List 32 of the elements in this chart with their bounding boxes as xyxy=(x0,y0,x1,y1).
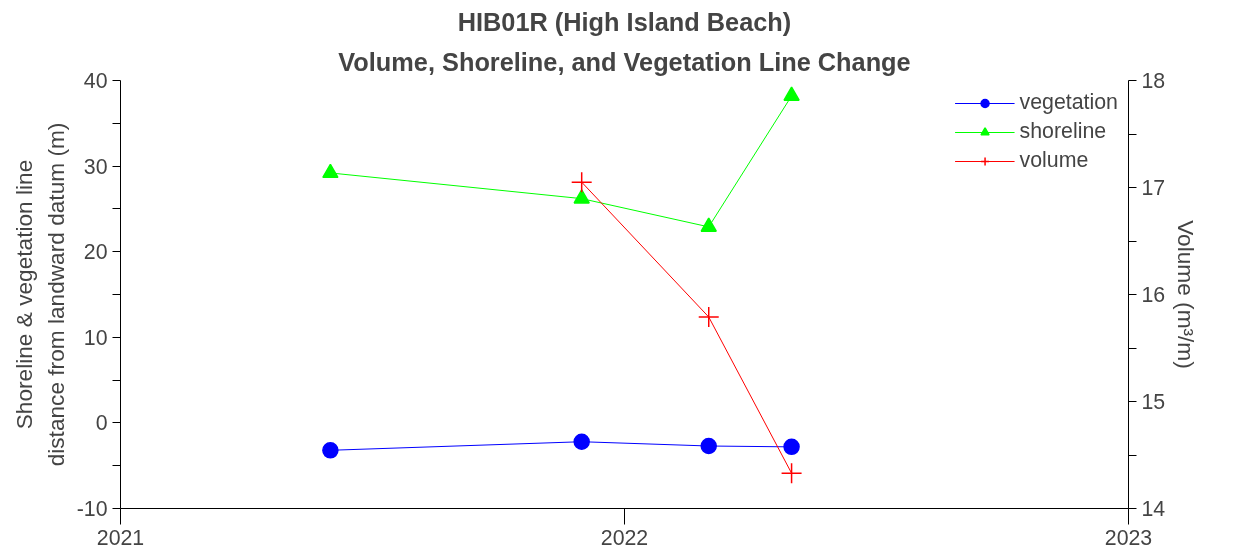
point xyxy=(783,86,800,101)
point xyxy=(322,442,339,459)
legend-label: shoreline xyxy=(1019,119,1107,144)
y-tick-label: -10 xyxy=(76,497,108,521)
y2-tick-label: 16 xyxy=(1141,283,1166,307)
y2-tick-label: 15 xyxy=(1141,390,1166,414)
y2-tick-label: 18 xyxy=(1141,69,1166,93)
point xyxy=(700,437,717,455)
y-tick-label: 30 xyxy=(83,154,108,179)
y-tick-label: 0 xyxy=(95,411,108,436)
point xyxy=(780,462,803,484)
y-tick-label: 10 xyxy=(83,325,108,350)
y-axis-title: Shoreline & vegetation line distance from landward datum (m) xyxy=(11,122,69,467)
x-tick-label: 2023 xyxy=(1104,525,1153,547)
y-tick-label: 40 xyxy=(83,69,108,93)
legend-label: volume xyxy=(1019,148,1089,173)
y-tick-label: 20 xyxy=(83,240,108,265)
point xyxy=(322,163,339,179)
point xyxy=(700,217,717,232)
y2-tick-label: 17 xyxy=(1141,176,1166,200)
y2-tick-label: 14 xyxy=(1141,497,1166,521)
point xyxy=(783,438,800,456)
chart-subtitle: Volume, Shoreline, and Vegetation Line Change xyxy=(338,47,911,76)
point xyxy=(570,171,593,193)
legend-label: vegetation xyxy=(1019,90,1118,115)
x-tick-label: 2022 xyxy=(600,525,649,547)
point xyxy=(697,306,720,328)
chart-title: HIB01R (High Island Beach) xyxy=(457,7,792,36)
x-tick-label: 2021 xyxy=(96,525,145,547)
point xyxy=(573,433,590,450)
y2-axis-title: Volume (m³/m) xyxy=(1173,220,1200,369)
point xyxy=(573,189,590,204)
